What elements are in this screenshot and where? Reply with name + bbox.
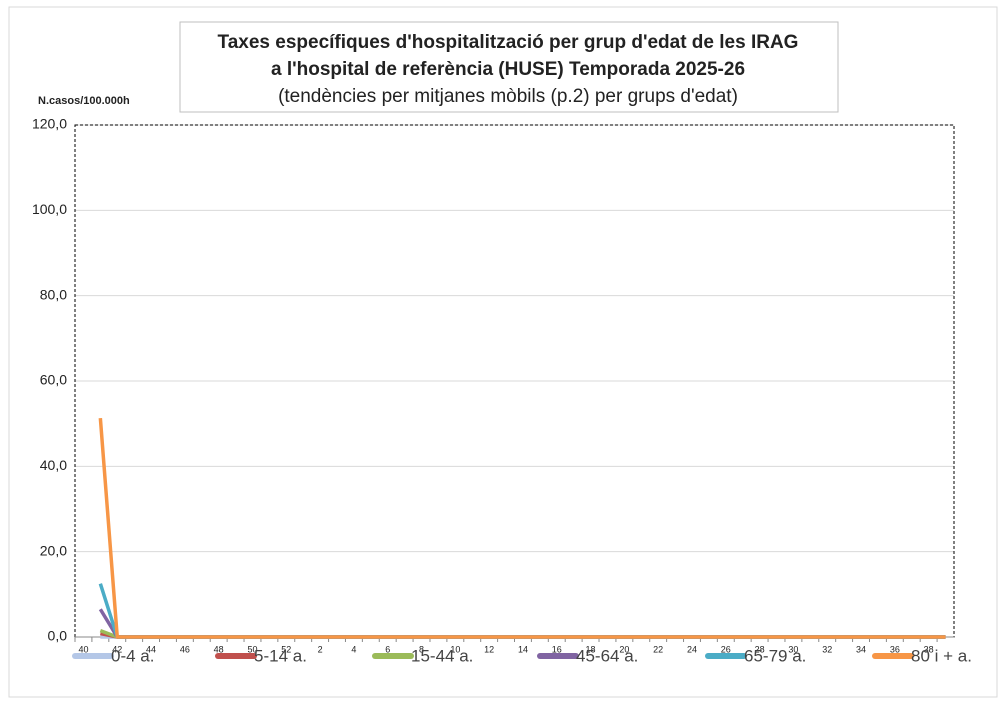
y-axis-label: N.casos/100.000h: [38, 95, 130, 107]
x-tick-label: 12: [484, 644, 494, 654]
x-tick-label: 4: [351, 644, 356, 654]
x-tick-label: 50: [247, 644, 257, 654]
x-tick-label: 18: [586, 644, 596, 654]
y-tick-label: 40,0: [40, 457, 67, 473]
y-tick-label: 120,0: [32, 116, 67, 132]
x-tick-label: 26: [721, 644, 731, 654]
x-tick-label: 28: [755, 644, 765, 654]
legend-label: 0-4 a.: [111, 646, 154, 665]
legend-label: 5-14 a.: [254, 646, 307, 665]
y-tick-label: 20,0: [40, 542, 67, 558]
series-line: [98, 417, 946, 639]
legend-label: 45-64 a.: [576, 646, 638, 665]
y-tick-label: 60,0: [40, 372, 67, 388]
chart-subtitle: (tendències per mitjanes mòbils (p.2) pe…: [278, 86, 738, 107]
y-tick-label: 80,0: [40, 286, 67, 302]
legend-label: 80 i + a.: [911, 646, 972, 665]
chart-frame: [8, 6, 998, 698]
x-tick-label: 6: [385, 644, 390, 654]
y-tick-label: 100,0: [32, 201, 67, 217]
x-tick-label: 20: [619, 644, 629, 654]
x-tick-label: 16: [552, 644, 562, 654]
legend-label: 15-44 a.: [411, 646, 473, 665]
chart-title: a l'hospital de referència (HUSE) Tempor…: [271, 59, 745, 80]
x-tick-label: 32: [822, 644, 832, 654]
x-tick-label: 10: [450, 644, 460, 654]
x-tick-label: 34: [856, 644, 866, 654]
x-tick-label: 22: [653, 644, 663, 654]
x-tick-label: 38: [924, 644, 934, 654]
y-tick-label: 0,0: [48, 628, 68, 644]
x-tick-label: 42: [112, 644, 122, 654]
x-tick-label: 46: [180, 644, 190, 654]
x-tick-label: 44: [146, 644, 156, 654]
title-box: [179, 21, 839, 113]
x-tick-label: 36: [890, 644, 900, 654]
x-tick-label: 2: [318, 644, 323, 654]
x-tick-label: 52: [281, 644, 291, 654]
x-tick-label: 48: [214, 644, 224, 654]
legend-label: 65-79 a.: [744, 646, 806, 665]
x-tick-label: 24: [687, 644, 697, 654]
x-tick-label: 14: [518, 644, 528, 654]
chart-title: Taxes específiques d'hospitalització per…: [218, 32, 799, 53]
x-tick-label: 8: [419, 644, 424, 654]
x-tick-label: 30: [788, 644, 798, 654]
x-tick-label: 40: [78, 644, 88, 654]
